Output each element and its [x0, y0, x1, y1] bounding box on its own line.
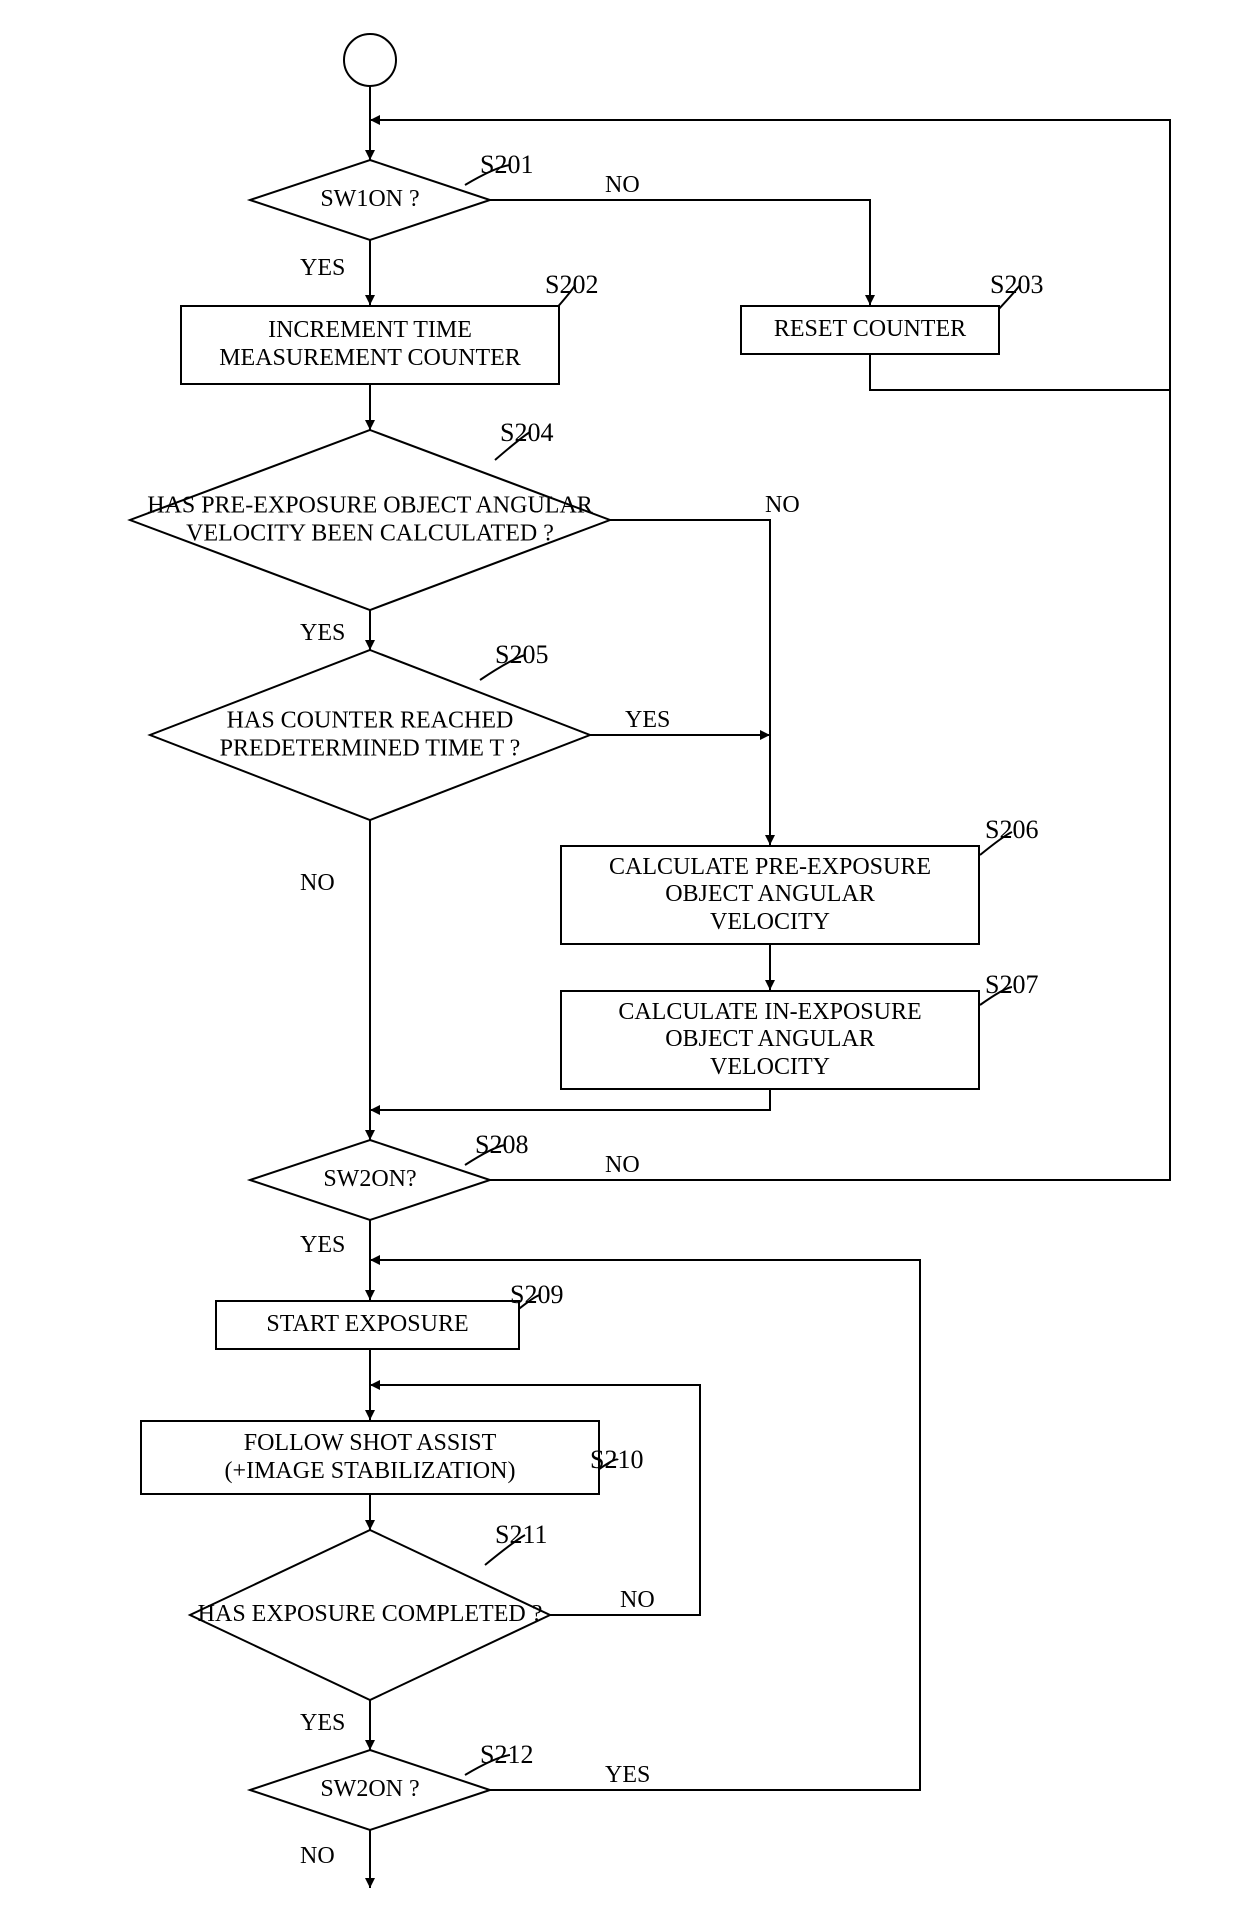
edge-label-s211_yes: YES — [300, 1710, 345, 1737]
edge-label-s208_yes: YES — [300, 1232, 345, 1259]
edge-label-s205_yes: YES — [625, 707, 670, 734]
node-s204: HAS PRE-EXPOSURE OBJECT ANGULAR VELOCITY… — [130, 430, 610, 610]
node-s209: START EXPOSURE — [215, 1300, 520, 1350]
node-label-s210: FOLLOW SHOT ASSIST (+IMAGE STABILIZATION… — [225, 1430, 516, 1485]
node-s203: RESET COUNTER — [740, 305, 1000, 355]
step-label-s205: S205 — [495, 640, 548, 670]
node-s210: FOLLOW SHOT ASSIST (+IMAGE STABILIZATION… — [140, 1420, 600, 1495]
edge-label-s205_no: NO — [300, 870, 335, 897]
edge-label-s212_no: NO — [300, 1843, 335, 1870]
edge-label-s204_no: NO — [765, 492, 800, 519]
step-label-s212: S212 — [480, 1740, 533, 1770]
step-label-s209: S209 — [510, 1280, 563, 1310]
node-label-s201: SW1ON ? — [250, 186, 490, 214]
step-label-s201: S201 — [480, 150, 533, 180]
step-label-s206: S206 — [985, 815, 1038, 845]
node-s211: HAS EXPOSURE COMPLETED ? — [190, 1530, 550, 1700]
step-label-s204: S204 — [500, 418, 553, 448]
edge-s207-to-main — [370, 1090, 770, 1110]
step-label-s208: S208 — [475, 1130, 528, 1160]
node-label-s203: RESET COUNTER — [774, 316, 966, 344]
edge-label-s208_no: NO — [605, 1152, 640, 1179]
node-label-s208: SW2ON? — [250, 1166, 490, 1194]
node-label-s206: CALCULATE PRE-EXPOSURE OBJECT ANGULAR VE… — [609, 854, 931, 937]
step-label-s207: S207 — [985, 970, 1038, 1000]
step-label-s211: S211 — [495, 1520, 548, 1550]
node-label-s207: CALCULATE IN-EXPOSURE OBJECT ANGULAR VEL… — [618, 999, 921, 1082]
node-s205: HAS COUNTER REACHED PREDETERMINED TIME T… — [150, 650, 590, 820]
edge-label-s201_no: NO — [605, 172, 640, 199]
edge-s204-no-to-s206 — [610, 520, 770, 845]
edge-label-s212_yes: YES — [605, 1762, 650, 1789]
node-s206: CALCULATE PRE-EXPOSURE OBJECT ANGULAR VE… — [560, 845, 980, 945]
edge-label-s201_yes: YES — [300, 255, 345, 282]
node-s212: SW2ON ? — [250, 1750, 490, 1830]
node-s208: SW2ON? — [250, 1140, 490, 1220]
node-label-s212: SW2ON ? — [250, 1776, 490, 1804]
edge-label-s204_yes: YES — [300, 620, 345, 647]
node-label-s202: INCREMENT TIME MEASUREMENT COUNTER — [219, 317, 521, 372]
node-label-s211: HAS EXPOSURE COMPLETED ? — [190, 1601, 550, 1629]
edge-label-s211_no: NO — [620, 1587, 655, 1614]
step-label-s203: S203 — [990, 270, 1043, 300]
node-s207: CALCULATE IN-EXPOSURE OBJECT ANGULAR VEL… — [560, 990, 980, 1090]
node-label-s209: START EXPOSURE — [266, 1311, 468, 1339]
node-s202: INCREMENT TIME MEASUREMENT COUNTER — [180, 305, 560, 385]
node-label-s204: HAS PRE-EXPOSURE OBJECT ANGULAR VELOCITY… — [130, 492, 610, 547]
step-label-s210: S210 — [590, 1445, 643, 1475]
step-label-s202: S202 — [545, 270, 598, 300]
node-s201: SW1ON ? — [250, 160, 490, 240]
node-label-s205: HAS COUNTER REACHED PREDETERMINED TIME T… — [150, 707, 590, 762]
